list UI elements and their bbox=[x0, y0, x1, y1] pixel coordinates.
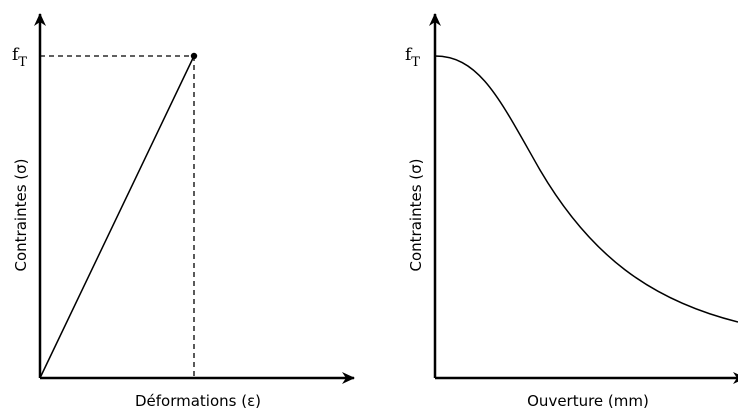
linear-curve bbox=[39, 55, 195, 379]
y-label: Contraintes (σ) bbox=[407, 159, 425, 272]
peak-label: fT bbox=[405, 45, 420, 70]
y-label: Contraintes (σ) bbox=[12, 159, 30, 272]
x-label: Ouverture (mm) bbox=[527, 392, 649, 410]
peak-point bbox=[190, 52, 198, 60]
softening-curve bbox=[434, 55, 738, 323]
left-panel: fT Contraintes (σ) Déformations (ε) bbox=[12, 13, 355, 410]
peak-label: fT bbox=[12, 45, 27, 70]
right-panel: fT Contraintes (σ) Ouverture (mm) bbox=[405, 13, 738, 410]
x-label: Déformations (ε) bbox=[135, 392, 261, 410]
